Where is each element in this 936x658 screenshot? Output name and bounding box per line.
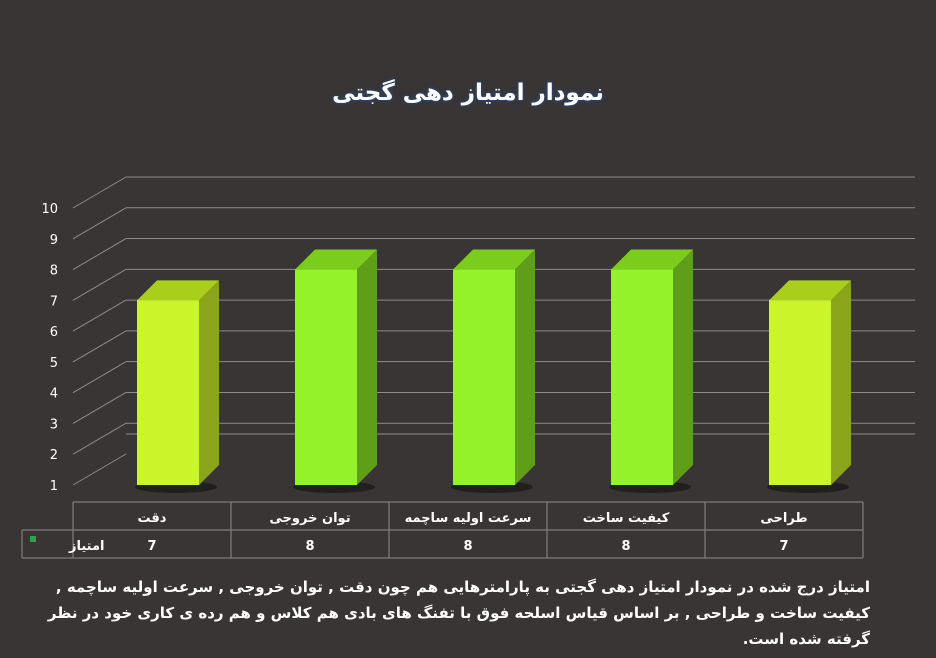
gridline-diagonal: [72, 330, 127, 363]
bar-top: [295, 249, 377, 270]
bar-top: [453, 249, 535, 270]
bar: [293, 249, 377, 493]
legend-label: امتیاز: [68, 539, 104, 554]
bar-front: [295, 269, 357, 485]
y-tick-label: 6: [50, 325, 58, 340]
gridline-diagonal: [72, 176, 127, 209]
category-label: توان خروجی: [269, 511, 350, 526]
gridline-diagonal: [72, 361, 127, 394]
category-label: دقت: [138, 511, 167, 526]
bar: [135, 280, 219, 493]
y-tick-label: 4: [50, 387, 58, 402]
bar-front: [453, 269, 515, 485]
bar-side: [673, 249, 693, 485]
y-tick-label: 7: [50, 294, 58, 309]
gridline-diagonal: [72, 238, 127, 270]
bar: [767, 280, 851, 493]
value-label: 8: [621, 539, 630, 554]
gridline-diagonal: [72, 299, 127, 332]
bar-side: [357, 249, 377, 485]
y-tick-label: 5: [50, 356, 58, 371]
legend-key: [30, 536, 36, 542]
bar: [609, 249, 693, 493]
y-axis: 1 2 3 4 5 6 7 8 9 10: [41, 202, 58, 494]
bar-front: [769, 300, 831, 485]
bar-top: [611, 249, 693, 270]
bar-top: [137, 280, 219, 301]
value-label: 8: [305, 539, 314, 554]
gridline-diagonal: [72, 453, 127, 486]
chart: نمودار امتیاز دهی گجتی 1 2 3 4 5 6 7 8 9 10 دقت 7 ت…: [21, 79, 915, 559]
value-label: 7: [779, 539, 788, 554]
chart-title: نمودار امتیاز دهی گجتی: [332, 79, 604, 106]
value-label: 7: [147, 539, 156, 554]
gridline-diagonal: [72, 268, 127, 301]
y-tick-label: 3: [50, 417, 58, 432]
bar-side: [199, 280, 219, 485]
y-tick-label: 1: [50, 479, 58, 494]
y-tick-label: 10: [41, 202, 58, 217]
gridline-diagonal: [72, 207, 127, 240]
y-tick-label: 2: [50, 448, 58, 463]
bars: [135, 249, 851, 493]
category-label: سرعت اولیه ساچمه: [405, 511, 532, 526]
bar-top: [769, 280, 851, 301]
bar-front: [137, 300, 199, 485]
data-table: دقت 7 توان خروجی 8 سرعت اولیه ساچمه 8 کیفیت سا…: [21, 501, 864, 559]
gridline-diagonal: [72, 392, 127, 424]
bar-side: [515, 249, 535, 485]
value-label: 8: [463, 539, 472, 554]
bar-front: [611, 269, 673, 485]
caption: امتیاز درج شده در نمودار امتیاز دهی گجتی…: [47, 578, 870, 648]
y-tick-label: 8: [50, 264, 58, 279]
bar-side: [831, 280, 851, 485]
category-label: طراحی: [760, 511, 807, 526]
bar: [451, 249, 535, 493]
gridline-diagonal: [72, 422, 127, 455]
y-tick-label: 9: [50, 233, 58, 248]
category-label: کیفیت ساخت: [583, 511, 670, 526]
